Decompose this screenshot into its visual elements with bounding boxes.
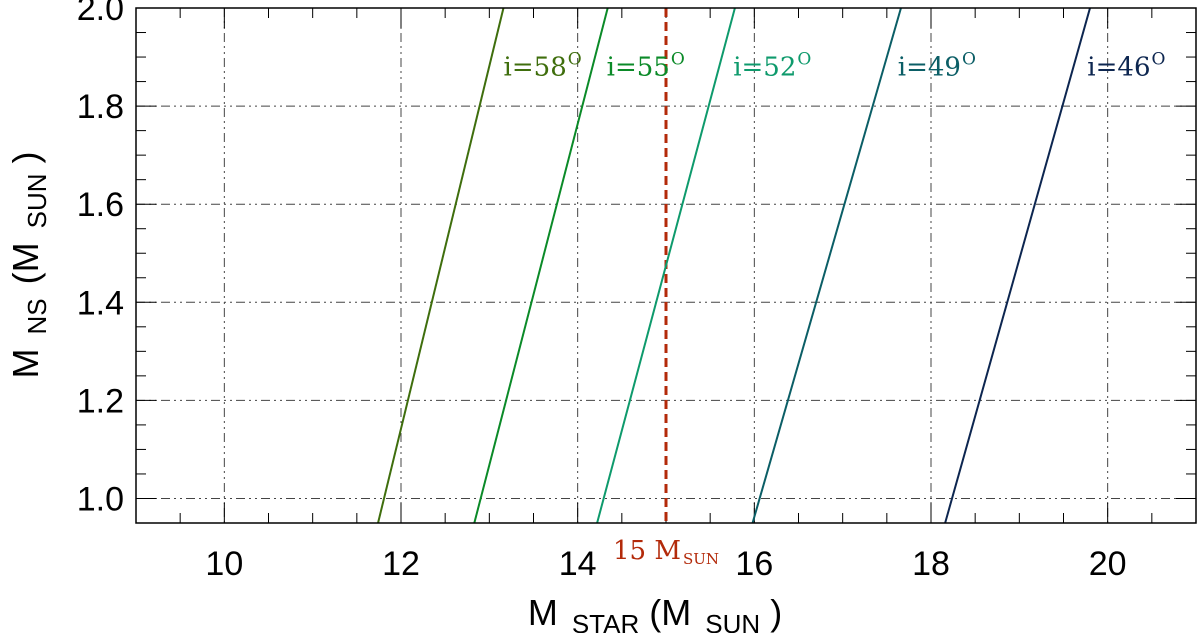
x-tick-label: 12 <box>382 545 420 583</box>
series-line <box>944 7 1091 524</box>
x-axis-title-close: ) <box>770 592 782 633</box>
y-axis-title-group: M NS (M SUN ) <box>5 151 54 378</box>
series-line <box>751 7 902 524</box>
reference-line-label: 15 M SUN <box>613 536 719 568</box>
series-label: i=52O <box>733 50 811 83</box>
plot-frame <box>135 7 1197 524</box>
series-labels: i=58O i=55O i=52O i=49O i=46O <box>504 50 1166 83</box>
x-tick-label: 10 <box>205 545 243 583</box>
y-tick-label: 1.8 <box>77 88 124 126</box>
y-tick-label: 1.2 <box>77 382 124 420</box>
y-tick-label: 2.0 <box>77 0 124 28</box>
series-label: i=49O <box>898 50 976 83</box>
x-tick-label: 16 <box>735 545 773 583</box>
x-axis-title: M STAR (M SUN ) <box>528 592 782 633</box>
series-line <box>473 7 609 524</box>
series-label: i=46O <box>1087 50 1165 83</box>
x-tick-label: 18 <box>912 545 950 583</box>
x-axis-title-unit-sub: SUN <box>705 609 760 633</box>
series-label: i=55O <box>607 50 685 83</box>
series-layer <box>377 7 1091 524</box>
x-axis-title-unit: (M <box>649 592 691 633</box>
y-tick-label: 1.6 <box>77 186 124 224</box>
annotations: 15 M SUN <box>613 536 719 568</box>
series-label: i=58O <box>504 50 582 83</box>
y-tick-label: 1.0 <box>77 480 124 518</box>
x-axis-title-sub: STAR <box>572 609 639 633</box>
x-tick-label: 20 <box>1089 545 1127 583</box>
series-line <box>596 7 736 524</box>
x-axis-title-main: M <box>528 592 558 633</box>
y-axis-title-unit: (M <box>5 242 46 284</box>
y-tick-label: 1.4 <box>77 284 124 322</box>
x-tick-label: 14 <box>559 545 597 583</box>
y-axis-title-unit-sub: SUN <box>22 173 52 228</box>
y-axis-title: M NS (M SUN ) <box>5 151 54 378</box>
y-axis-title-sub: NS <box>22 298 52 334</box>
series-line <box>377 7 505 524</box>
y-axis-title-main: M <box>5 349 46 379</box>
tick-labels: 10 12 14 16 18 20 1.0 1.2 1.4 1.6 1.8 2.0 <box>77 0 1127 583</box>
y-axis-title-close: ) <box>5 151 46 163</box>
